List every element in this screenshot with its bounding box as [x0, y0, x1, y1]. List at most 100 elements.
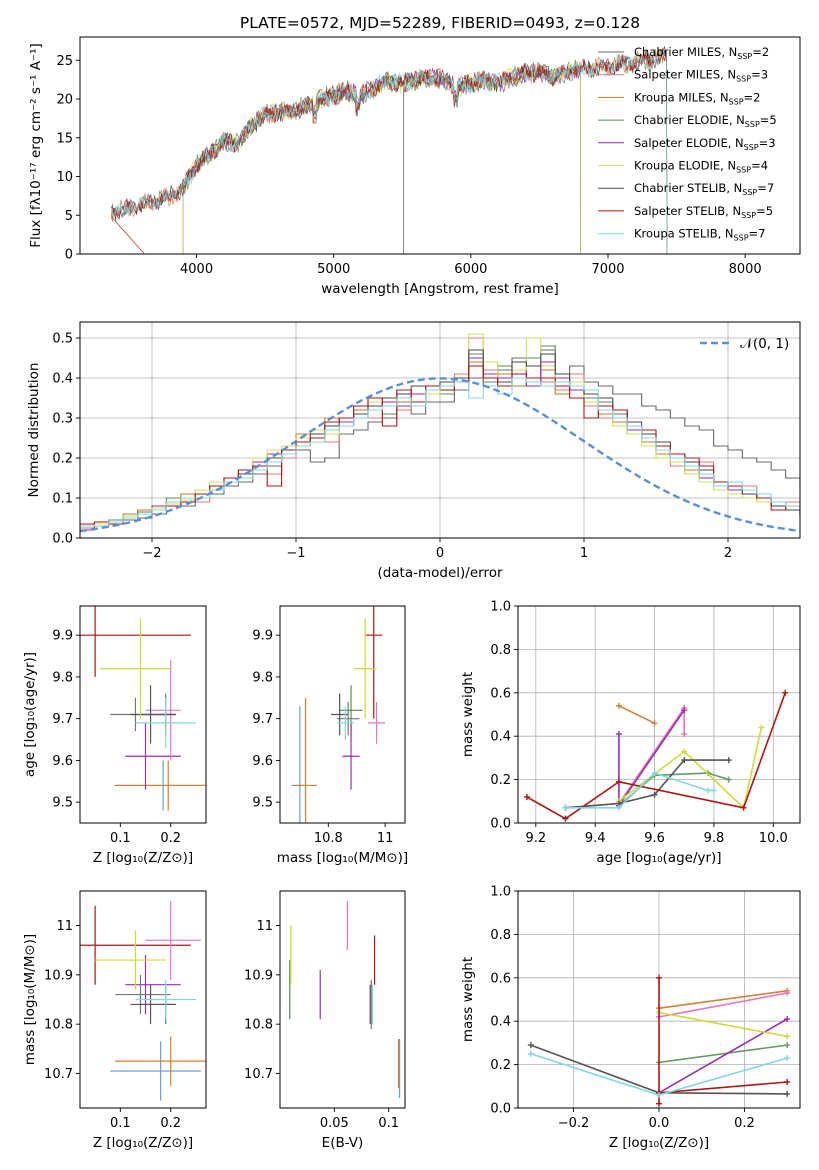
legend-text: Kroupa STELIB, N — [634, 227, 734, 241]
errorbar-point-9 — [353, 618, 377, 719]
y-tick-label: 0.4 — [490, 1015, 511, 1030]
weight-marker — [527, 1050, 534, 1057]
weight-line-6 — [565, 759, 729, 809]
histogram-2 — [80, 337, 800, 529]
y-tick-label: 10.8 — [244, 1018, 273, 1033]
weight-marker — [656, 1091, 662, 1098]
y-tick-label: 0.4 — [52, 372, 73, 387]
weight-marker — [651, 791, 658, 798]
weight-marker — [740, 804, 747, 811]
errorbar-point-4 — [365, 606, 383, 719]
legend-nssp: =5 — [760, 113, 777, 127]
errorbar-point-2 — [294, 697, 317, 823]
legend-text: Chabrier ELODIE, N — [634, 113, 745, 127]
weight-line-7 — [658, 977, 788, 1104]
weight-marker — [615, 778, 622, 785]
spectrum-line-6 — [182, 62, 581, 254]
y-tick-label: 0.6 — [490, 971, 511, 986]
x-axis-label: wavelength [Angstrom, rest frame] — [321, 281, 559, 297]
axes-frame — [79, 890, 207, 1109]
errorbar-point-9 — [100, 618, 171, 719]
weight-marker — [562, 804, 569, 811]
weight-line-5 — [658, 1011, 788, 1038]
x-tick-label: 8000 — [729, 262, 762, 277]
axes-frame — [279, 605, 406, 824]
y-tick-label: 9.8 — [252, 670, 273, 685]
legend-label-7: Chabrier STELIB, NSSP=7 — [634, 181, 774, 197]
weight-marker — [784, 1033, 791, 1040]
y-tick-label: 0.2 — [490, 1058, 511, 1073]
errorbar-point-8 — [130, 984, 176, 1025]
age-vs-mass-panel: 10.8 11 9.5 9.6 9.7 9.8 9.9 mass [log₁₀(M/M⊙)] — [252, 605, 408, 866]
legend-label-1: Chabrier MILES, NSSP=2 — [634, 45, 769, 61]
weight-line-5 — [618, 727, 763, 810]
errorbar-point-7 — [145, 900, 201, 980]
x-tick-label: 9.6 — [644, 831, 665, 846]
weight-marker — [681, 757, 688, 764]
errorbar-point-1 — [110, 1041, 201, 1101]
axes-frame — [79, 605, 207, 824]
weight-marker — [656, 1100, 662, 1107]
legend-label-2: Salpeter MILES, NSSP=3 — [634, 68, 768, 84]
legend-text: Salpeter STELIB, N — [634, 204, 741, 218]
y-axis-label: age [log₁₀(age/yr)] — [22, 652, 38, 777]
legend-label-4: Chabrier ELODIE, NSSP=5 — [634, 113, 777, 129]
weight-marker — [782, 689, 789, 696]
legend-sub: SSP — [734, 234, 749, 243]
weight-marker — [784, 1078, 791, 1085]
y-tick-label: 0.1 — [52, 492, 73, 507]
x-tick-label: −2 — [142, 546, 161, 561]
y-axis-label: mass weight — [460, 957, 476, 1042]
weight-marker — [784, 1042, 791, 1049]
errorbar-point-8 — [130, 685, 176, 744]
weight-line-3 — [658, 1044, 788, 1064]
weight-marker — [784, 1016, 791, 1023]
histogram-8 — [80, 365, 800, 525]
axes-frame — [517, 605, 801, 824]
errorbar-point-5 — [342, 722, 360, 790]
axes-frame — [279, 890, 406, 1109]
y-tick-label: 10.8 — [44, 1018, 73, 1033]
legend-nssp: =3 — [759, 136, 776, 150]
x-axis-label: Z [log₁₀(Z/Z⊙)] — [609, 1135, 709, 1151]
x-tick-label: 0.1 — [378, 1116, 399, 1131]
y-tick-label: 0.8 — [490, 928, 511, 943]
weight-line-2 — [565, 705, 685, 809]
y-tick-label: 0.4 — [490, 730, 511, 745]
legend-label-6: Kroupa ELODIE, NSSP=4 — [634, 159, 768, 175]
x-tick-label: 9.8 — [704, 831, 725, 846]
weight-marker — [784, 1090, 791, 1097]
x-tick-label: 5000 — [317, 262, 350, 277]
legend-text: Kroupa MILES, N — [634, 90, 729, 104]
y-tick-label: 10.9 — [244, 968, 273, 983]
legend-sub: SSP — [729, 97, 744, 106]
x-tick-label: 7000 — [591, 262, 624, 277]
weight-marker — [615, 731, 622, 738]
plot-area — [80, 900, 206, 1101]
weight-marker — [710, 787, 717, 794]
weight-marker — [681, 707, 688, 714]
legend-nssp: =4 — [751, 159, 768, 173]
x-axis-label: Z [log₁₀(Z/Z⊙)] — [93, 1135, 193, 1151]
weight-marker — [681, 731, 688, 738]
histogram-5 — [80, 357, 800, 531]
plot-area — [527, 974, 791, 1107]
y-tick-label: 9.8 — [52, 670, 73, 685]
y-tick-label: 9.5 — [252, 796, 273, 811]
legend-sub: SSP — [744, 143, 759, 152]
x-axis-label: age [log₁₀(age/yr)] — [596, 850, 721, 866]
legend-nssp: =5 — [756, 204, 773, 218]
weight-marker — [651, 720, 658, 727]
x-tick-label: 0.0 — [649, 1116, 670, 1131]
x-axis-label: Z [log₁₀(Z/Z⊙)] — [93, 850, 193, 866]
legend-sub: SSP — [736, 75, 751, 84]
plot-area — [80, 606, 206, 811]
errorbar-point-9 — [95, 930, 166, 990]
x-tick-label: 0.2 — [734, 1116, 755, 1131]
y-tick-label: 0.0 — [490, 817, 511, 832]
x-axis-label: (data-model)/error — [377, 565, 503, 581]
legend-sub: SSP — [736, 166, 751, 175]
y-tick-label: 10.7 — [244, 1067, 273, 1082]
x-tick-label: 11 — [377, 831, 394, 846]
legend-label-9: Kroupa STELIB, NSSP=7 — [634, 227, 765, 243]
